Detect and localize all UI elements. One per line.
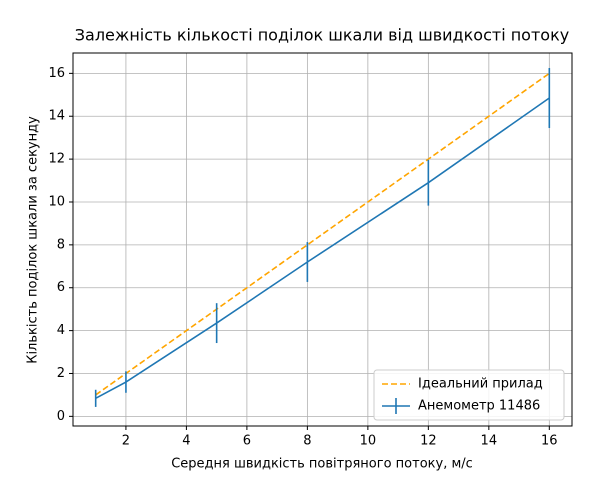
y-tick-label: 10 bbox=[48, 194, 65, 209]
x-tick-label: 14 bbox=[481, 434, 498, 449]
x-tick-label: 10 bbox=[360, 434, 377, 449]
legend-box bbox=[373, 369, 565, 421]
legend-label: Ідеальний прилад bbox=[418, 377, 543, 392]
x-tick-label: 8 bbox=[303, 434, 311, 449]
series-line bbox=[95, 72, 550, 396]
x-axis-label: Середня швидкість повітряного потоку, м/… bbox=[171, 457, 473, 472]
x-tick-label: 4 bbox=[182, 434, 190, 449]
y-tick-label: 2 bbox=[57, 366, 65, 381]
y-tick-label: 14 bbox=[48, 109, 65, 124]
legend-label: Анемометр 11486 bbox=[418, 399, 540, 414]
axes-frame bbox=[72, 52, 573, 427]
y-tick-label: 4 bbox=[57, 323, 65, 338]
chart-title: Залежність кількості поділок шкали від ш… bbox=[75, 26, 569, 45]
x-tick-label: 6 bbox=[243, 434, 251, 449]
y-tick-label: 6 bbox=[57, 280, 65, 295]
x-tick-label: 16 bbox=[541, 434, 558, 449]
series-line bbox=[95, 97, 550, 400]
x-tick-label: 2 bbox=[122, 434, 130, 449]
y-axis-label: Кількість поділок шкали за секунду bbox=[26, 116, 41, 364]
x-tick-label: 12 bbox=[420, 434, 437, 449]
y-tick-label: 16 bbox=[48, 66, 65, 81]
y-tick-label: 0 bbox=[57, 409, 65, 424]
y-tick-label: 8 bbox=[57, 237, 65, 252]
y-tick-label: 12 bbox=[48, 152, 65, 167]
